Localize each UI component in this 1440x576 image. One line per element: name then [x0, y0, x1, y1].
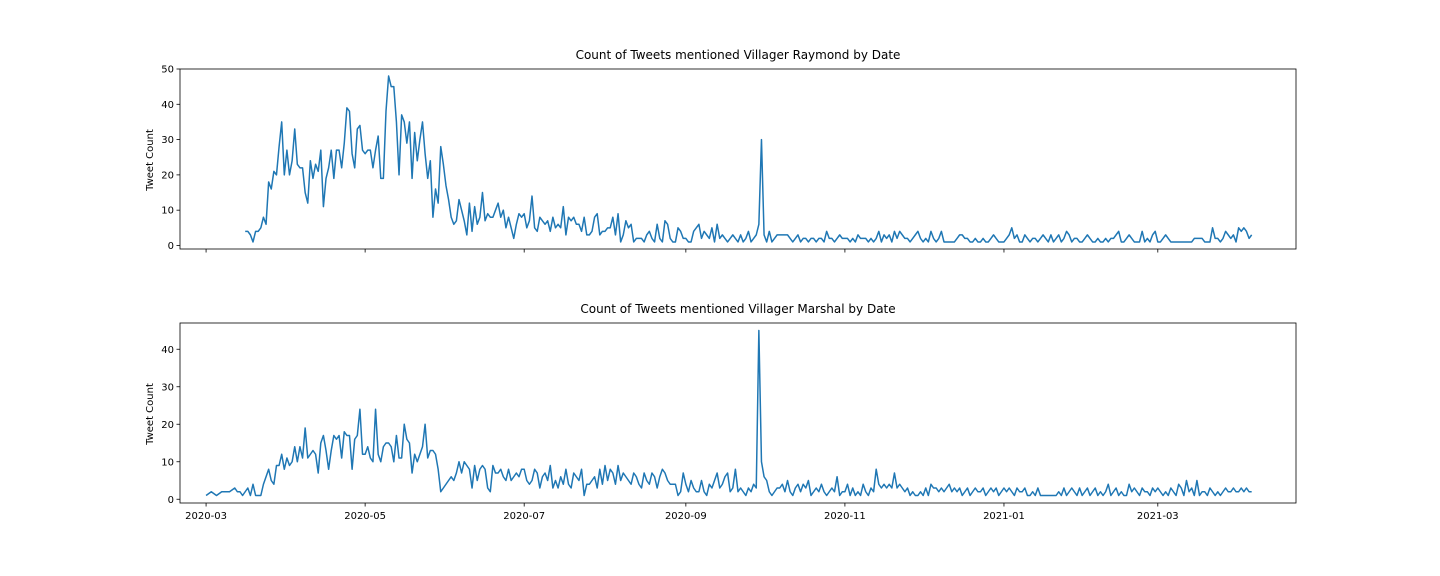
plot-area-raymond: 0 10 20 30 40 50	[161, 65, 1297, 253]
series-line-raymond	[245, 75, 1253, 243]
y-tick-label-marshal: 30	[161, 382, 174, 393]
x-tick-label-marshal: 2020-11	[824, 511, 866, 522]
axes-frame-marshal	[179, 322, 1297, 504]
y-tick-label-raymond: 30	[161, 135, 174, 146]
axes-frame-raymond	[179, 68, 1297, 250]
y-tick-label-marshal: 20	[161, 420, 174, 431]
y-tick-label-raymond: 20	[161, 170, 174, 181]
y-tick-label-marshal: 40	[161, 345, 174, 356]
y-tick-label-raymond: 50	[161, 65, 174, 76]
y-tick-label-marshal: 0	[168, 495, 174, 506]
chart-title-raymond: Count of Tweets mentioned Villager Raymo…	[576, 48, 901, 62]
y-axis-label-raymond: Tweet Count	[145, 129, 156, 192]
x-tick-label-marshal: 2020-07	[503, 511, 545, 522]
subplot-marshal: Count of Tweets mentioned Villager Marsh…	[145, 302, 1297, 522]
x-tick-label-marshal: 2020-05	[344, 511, 386, 522]
series-line-marshal	[205, 329, 1252, 497]
y-tick-label-raymond: 10	[161, 206, 174, 217]
x-tick-label-marshal: 2021-03	[1137, 511, 1179, 522]
x-tick-label-marshal: 2021-01	[983, 511, 1025, 522]
plot-area-marshal: 0 10 20 30 40 2020-03 2020-05 2020-07 2020-09 202…	[161, 322, 1297, 522]
y-tick-label-raymond: 0	[168, 241, 174, 252]
subplot-raymond: Count of Tweets mentioned Villager Raymo…	[145, 48, 1297, 253]
y-axis-label-marshal: Tweet Count	[145, 383, 156, 446]
y-tick-label-raymond: 40	[161, 100, 174, 111]
x-tick-label-marshal: 2020-09	[665, 511, 707, 522]
y-tick-label-marshal: 10	[161, 457, 174, 468]
chart-title-marshal: Count of Tweets mentioned Villager Marsh…	[580, 302, 895, 316]
x-tick-label-marshal: 2020-03	[185, 511, 227, 522]
